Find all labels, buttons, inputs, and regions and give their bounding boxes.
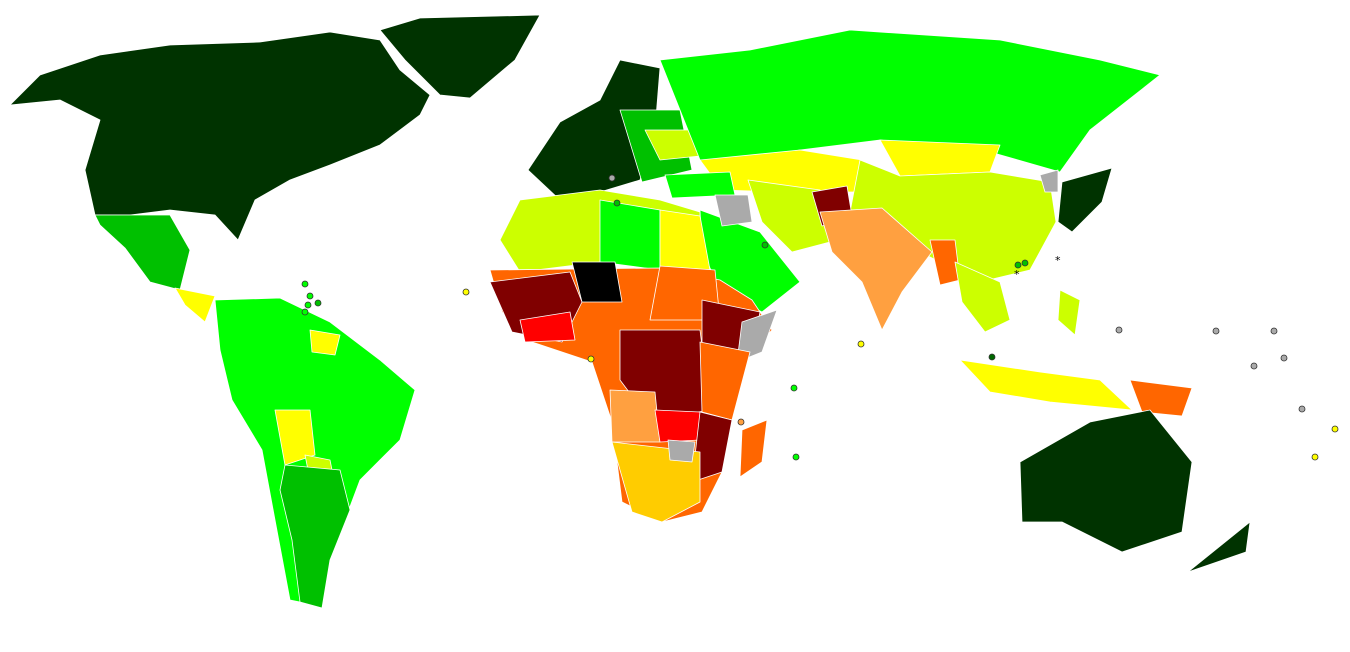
region-turkey bbox=[664, 171, 736, 199]
island-marker-dot bbox=[306, 292, 314, 300]
region-zimbabwe bbox=[667, 439, 696, 463]
region-greenland bbox=[379, 14, 541, 99]
region-chad bbox=[571, 261, 623, 303]
island-marker-dot bbox=[587, 355, 595, 363]
region-coast-west-africa bbox=[519, 311, 576, 343]
region-somalia bbox=[736, 309, 778, 363]
island-marker-dot bbox=[304, 301, 312, 309]
region-iraq-syria bbox=[714, 194, 753, 227]
region-korea bbox=[1039, 169, 1059, 193]
asterisk-marker: * bbox=[1055, 254, 1061, 267]
region-new-zealand bbox=[1187, 521, 1251, 573]
region-png bbox=[1129, 379, 1193, 417]
island-marker-dot bbox=[761, 241, 769, 249]
region-india bbox=[819, 207, 933, 331]
island-marker-dot bbox=[301, 280, 309, 288]
island-marker-dot bbox=[301, 308, 309, 316]
region-mongolia bbox=[879, 139, 1001, 177]
island-marker-dot bbox=[462, 288, 470, 296]
island-marker-dot bbox=[314, 299, 322, 307]
island-marker-dot bbox=[1311, 453, 1319, 461]
region-north-america bbox=[9, 31, 431, 241]
island-marker-dot bbox=[857, 340, 865, 348]
region-argentina-chile bbox=[279, 464, 351, 609]
island-marker-dot bbox=[1331, 425, 1339, 433]
island-marker-dot bbox=[1280, 354, 1288, 362]
region-central-america bbox=[174, 287, 216, 323]
island-marker-dot bbox=[1250, 362, 1258, 370]
region-guyana bbox=[309, 329, 341, 356]
region-japan bbox=[1057, 167, 1113, 233]
region-bolivia bbox=[274, 409, 316, 466]
island-marker-dot bbox=[737, 418, 745, 426]
island-marker-dot bbox=[1298, 405, 1306, 413]
region-philippines bbox=[1057, 289, 1081, 336]
island-marker-dot bbox=[613, 199, 621, 207]
island-marker-dot bbox=[988, 353, 996, 361]
island-marker-dot bbox=[792, 453, 800, 461]
island-marker-dot bbox=[1270, 327, 1278, 335]
region-angola bbox=[609, 389, 661, 443]
region-se-asia bbox=[954, 261, 1011, 333]
island-marker-dot bbox=[1021, 259, 1029, 267]
region-mexico bbox=[94, 214, 191, 291]
country-regions bbox=[9, 14, 1251, 609]
island-marker-dot bbox=[790, 384, 798, 392]
island-marker-dot bbox=[1212, 327, 1220, 335]
region-iran bbox=[747, 179, 831, 253]
island-marker-dot bbox=[608, 174, 616, 182]
region-australia bbox=[1019, 409, 1193, 553]
island-marker-dot bbox=[1014, 261, 1022, 269]
region-libya bbox=[599, 199, 661, 271]
region-madagascar bbox=[739, 419, 768, 478]
region-indonesia bbox=[959, 359, 1133, 411]
region-zambia bbox=[654, 409, 701, 443]
island-marker-dot bbox=[1115, 326, 1123, 334]
region-east-africa bbox=[699, 341, 751, 421]
island-markers bbox=[301, 174, 1339, 461]
asterisk-marker: * bbox=[1014, 268, 1020, 281]
